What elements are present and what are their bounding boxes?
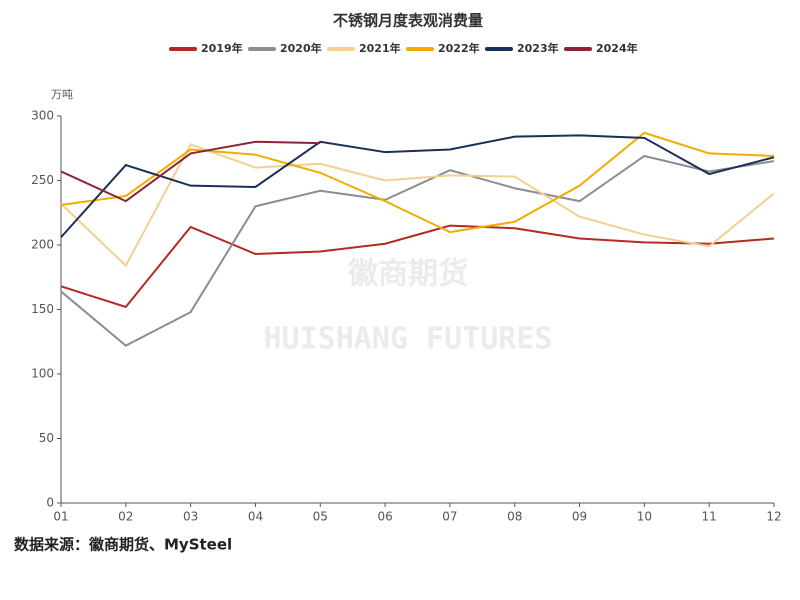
x-tick-label: 07 [442, 510, 457, 524]
series-line [60, 131, 775, 234]
y-tick-label: 0 [46, 496, 54, 510]
series-line [60, 134, 775, 238]
legend-label: 2022年 [438, 41, 480, 55]
x-tick-label: 05 [313, 510, 328, 524]
x-tick-label: 04 [248, 510, 263, 524]
legend-label: 2019年 [201, 41, 243, 55]
x-tick-label: 10 [637, 510, 652, 524]
x-tick-label: 02 [118, 510, 133, 524]
series-line [60, 140, 321, 203]
watermark: HUISHANG FUTURES [264, 322, 553, 357]
chart-title: 不锈钢月度表观消费量 [333, 12, 483, 30]
x-tick-label: 06 [377, 510, 392, 524]
x-tick-label: 03 [183, 510, 198, 524]
series-line [60, 154, 775, 347]
source-note: 数据来源：徽商期货、MySteel [14, 536, 232, 554]
legend-label: 2021年 [359, 41, 401, 55]
y-tick-label: 50 [39, 431, 54, 445]
y-tick-label: 250 [31, 173, 54, 187]
x-tick-label: 12 [766, 510, 781, 524]
y-tick-label: 200 [31, 238, 54, 252]
legend-label: 2024年 [596, 41, 638, 55]
y-tick-label: 150 [31, 302, 54, 316]
legend-label: 2023年 [517, 41, 559, 55]
x-tick-label: 01 [53, 510, 68, 524]
series-line [60, 143, 775, 268]
x-tick-label: 08 [507, 510, 522, 524]
series-line [60, 224, 775, 309]
x-tick-label: 09 [572, 510, 587, 524]
watermark: 徽商期货 [347, 257, 468, 292]
legend-label: 2020年 [280, 41, 322, 55]
y-tick-label: 300 [31, 109, 54, 123]
y-tick-label: 100 [31, 367, 54, 381]
x-tick-label: 11 [702, 510, 717, 524]
y-unit: 万吨 [51, 88, 73, 101]
